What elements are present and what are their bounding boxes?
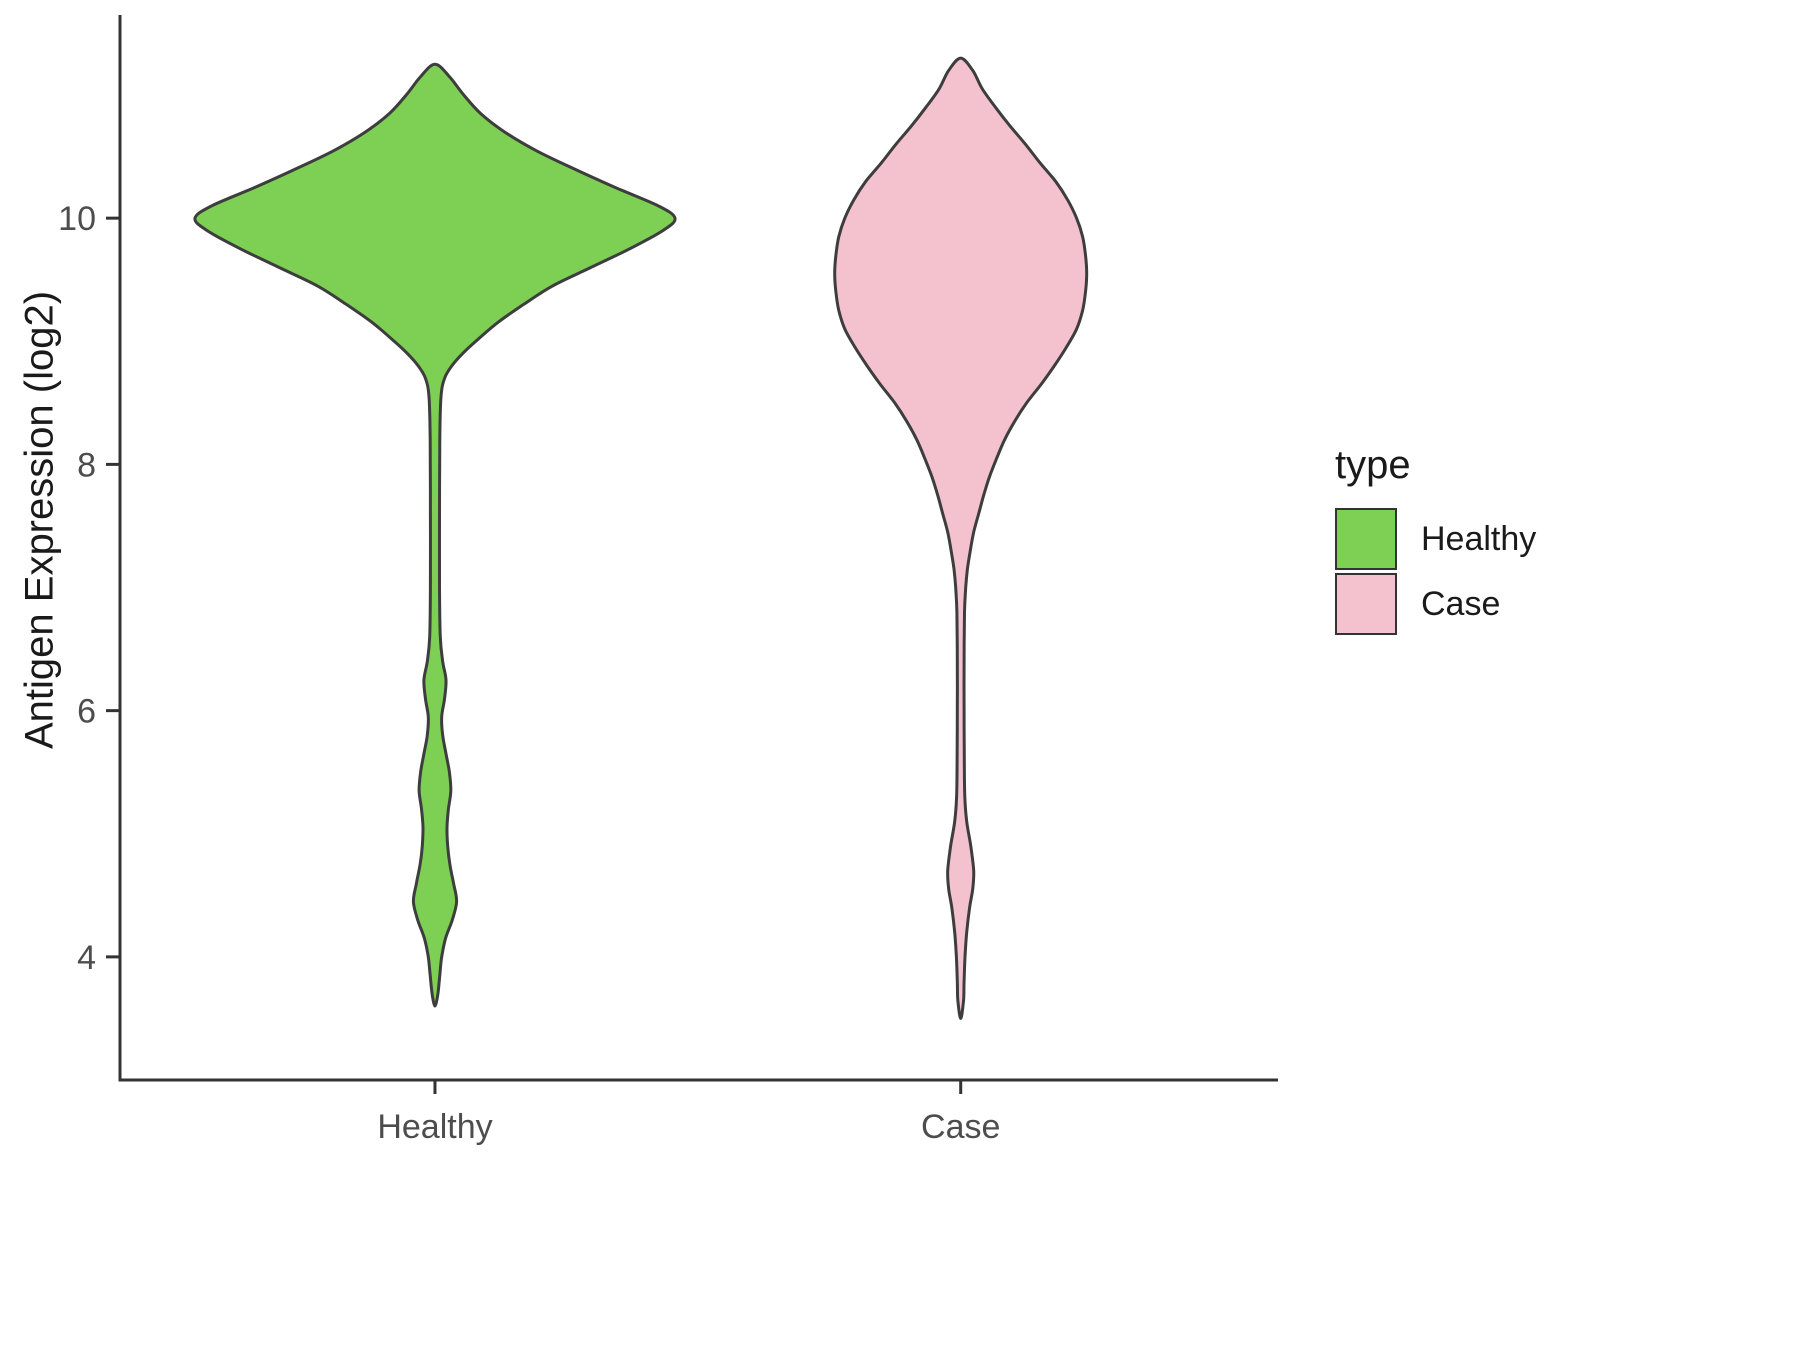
y-tick-label: 6 [77, 693, 96, 731]
violin-healthy [193, 62, 677, 1008]
violin-case [833, 56, 1089, 1020]
legend-items: Healthy Case [1335, 508, 1536, 635]
x-category-label: Case [921, 1108, 1000, 1146]
y-axis-title: Antigen Expression (log2) [17, 290, 62, 750]
axis-lines [118, 15, 1278, 1082]
legend-key-case-swatch [1335, 573, 1397, 635]
legend: type Healthy Case [1335, 443, 1536, 638]
legend-item-healthy: Healthy [1335, 508, 1536, 570]
legend-key-healthy-swatch [1335, 508, 1397, 570]
x-category-label: Healthy [377, 1108, 492, 1146]
y-tick-label: 4 [77, 939, 96, 977]
legend-label: Healthy [1421, 519, 1537, 558]
y-tick-label: 8 [77, 446, 96, 484]
legend-title: type [1335, 443, 1411, 487]
y-tick-label: 10 [58, 200, 96, 238]
legend-label: Case [1421, 584, 1501, 623]
legend-item-case: Case [1335, 573, 1536, 635]
